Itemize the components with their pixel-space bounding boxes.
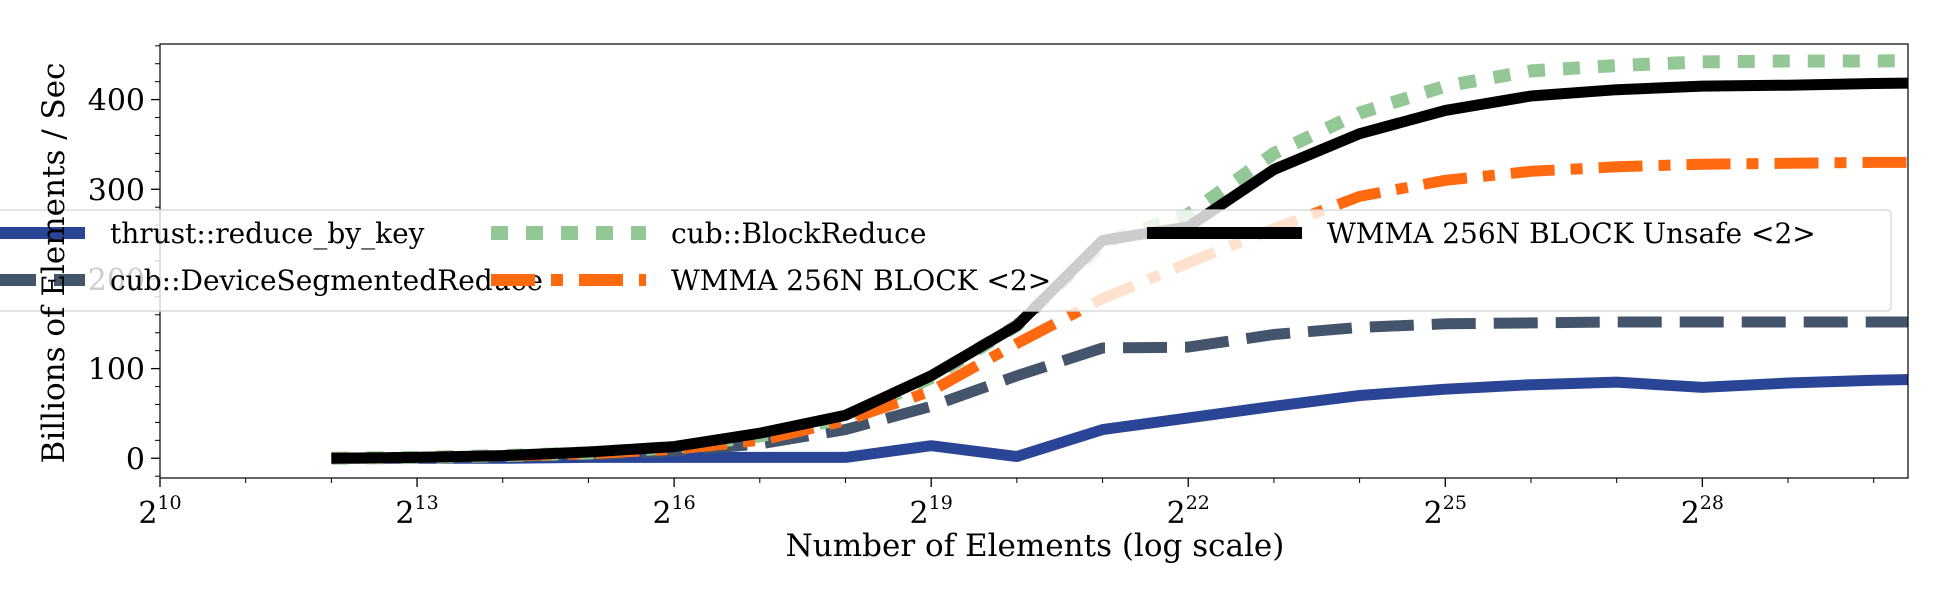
legend-label: thrust::reduce_by_key xyxy=(110,217,425,250)
series-line-thrust-reduce-by-key xyxy=(331,374,1908,464)
axis-labels: Number of Elements (log scale) Billions … xyxy=(36,63,1284,564)
y-axis-label: Billions of Elements / Sec xyxy=(36,63,72,464)
x-tick-label: 213 xyxy=(395,492,438,531)
x-tick-label: 222 xyxy=(1167,492,1210,531)
x-tick-label: 228 xyxy=(1681,492,1724,531)
x-tick-label: 210 xyxy=(138,492,181,531)
x-tick-label: 225 xyxy=(1424,492,1467,531)
legend: thrust::reduce_by_keycub::DeviceSegmente… xyxy=(0,209,1892,312)
x-tick-label: 219 xyxy=(910,492,953,531)
x-axis-label: Number of Elements (log scale) xyxy=(786,528,1285,564)
legend-label: WMMA 256N BLOCK Unsafe <2> xyxy=(1327,217,1816,250)
legend-label: cub::DeviceSegmentedReduce xyxy=(110,264,543,297)
x-tick-label: 216 xyxy=(652,492,695,531)
legend-label: WMMA 256N BLOCK <2> xyxy=(671,264,1051,297)
y-tick-label: 0 xyxy=(126,442,145,477)
y-tick-label: 400 xyxy=(88,84,145,119)
y-tick-label: 300 xyxy=(88,173,145,208)
legend-label: cub::BlockReduce xyxy=(671,217,926,250)
legend-box xyxy=(0,209,1892,312)
y-tick-label: 100 xyxy=(88,353,145,388)
